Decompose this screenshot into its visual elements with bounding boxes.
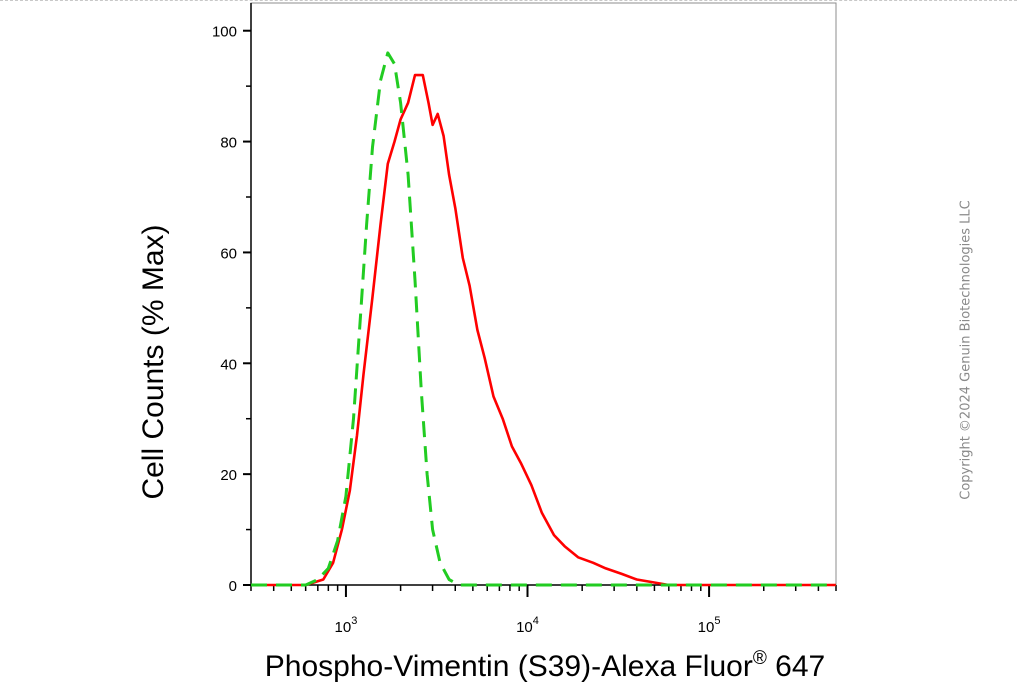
x-tick-label-base: 10 bbox=[335, 619, 352, 636]
x-axis-label-main: Phospho-Vimentin (S39)-Alexa Fluor bbox=[265, 650, 753, 683]
x-tick-label: 105 bbox=[698, 615, 721, 636]
y-tick-label: 60 bbox=[220, 245, 237, 262]
x-tick-label: 103 bbox=[335, 615, 358, 636]
x-tick-label-exponent: 3 bbox=[351, 615, 357, 627]
x-tick-label-exponent: 5 bbox=[714, 615, 720, 627]
y-tick-label: 40 bbox=[220, 356, 237, 373]
x-tick-label-base: 10 bbox=[698, 619, 715, 636]
y-axis-label: Cell Counts (% Max) bbox=[137, 224, 170, 499]
y-tick-label: 0 bbox=[229, 578, 237, 595]
copyright-watermark: Copyright ©2024 Genuin Biotechnologies L… bbox=[958, 200, 974, 500]
y-tick-label: 80 bbox=[220, 135, 237, 152]
control-histogram-line bbox=[251, 51, 836, 587]
y-tick-label: 20 bbox=[220, 467, 237, 484]
x-axis-label-suffix: 647 bbox=[767, 650, 825, 683]
x-axis-label: Phospho-Vimentin (S39)-Alexa Fluor® 647 bbox=[265, 648, 825, 683]
x-tick-label-exponent: 4 bbox=[533, 615, 539, 627]
sample-histogram-line bbox=[251, 73, 836, 587]
x-tick-label-base: 10 bbox=[516, 619, 533, 636]
x-tick-label: 104 bbox=[516, 615, 539, 636]
plot-frame bbox=[250, 2, 837, 586]
top-dashed-border bbox=[0, 0, 1017, 1]
x-axis-label-superscript: ® bbox=[753, 648, 767, 669]
y-tick-label: 100 bbox=[212, 24, 237, 41]
